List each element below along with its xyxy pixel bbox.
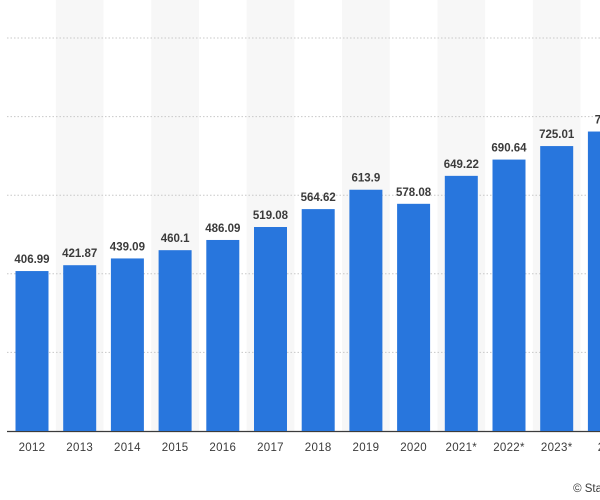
data-label: 762 [595, 115, 600, 127]
data-label: 690.64 [491, 143, 527, 155]
x-tick-labels: 2012 2013 2014 2015 2016 2017 2018 2019 2020 2021… [19, 442, 600, 454]
data-label: 613.9 [352, 173, 381, 185]
bar [540, 146, 574, 431]
data-label: 725.01 [539, 129, 575, 141]
x-tick-label: 2013 [66, 442, 93, 454]
x-tick-label: 2012 [19, 442, 46, 454]
x-tick-label: 2015 [162, 442, 189, 454]
x-tick-label: 2018 [305, 442, 332, 454]
data-labels: 406.99 421.87 439.09 460.1 486.09 519.08 564.6… [14, 115, 600, 267]
x-tick-label: 2022* [493, 442, 525, 454]
data-label: 649.22 [444, 159, 479, 171]
bar [349, 189, 383, 431]
bar [206, 239, 240, 431]
data-label: 421.87 [62, 248, 97, 260]
data-label: 486.09 [205, 223, 240, 235]
bar [110, 258, 144, 431]
data-label: 519.08 [253, 210, 289, 222]
x-tick-label: 2020 [400, 442, 427, 454]
source-credit[interactable]: © Sta [573, 483, 600, 495]
bar [15, 271, 49, 431]
gridlines [7, 37, 600, 433]
x-tick-label: 2019 [353, 442, 380, 454]
bar [158, 250, 192, 431]
bar [444, 175, 478, 431]
data-label: 460.1 [161, 233, 190, 245]
x-tick-label: 2016 [209, 442, 236, 454]
data-label: 439.09 [110, 241, 145, 253]
bar [63, 265, 97, 431]
bar [587, 131, 600, 431]
x-tick-label: 2021* [446, 442, 478, 454]
data-label: 564.62 [301, 192, 336, 204]
bars [15, 131, 600, 431]
data-label: 406.99 [14, 254, 49, 266]
bar [301, 209, 335, 431]
x-tick-label: 2017 [257, 442, 284, 454]
x-tick-label: 2023* [541, 442, 573, 454]
bar [254, 227, 287, 431]
bar [492, 159, 526, 431]
x-tick-label: 20 [598, 442, 600, 454]
bar [397, 203, 431, 431]
x-tick-label: 2014 [114, 442, 141, 454]
data-label: 578.08 [396, 187, 432, 199]
